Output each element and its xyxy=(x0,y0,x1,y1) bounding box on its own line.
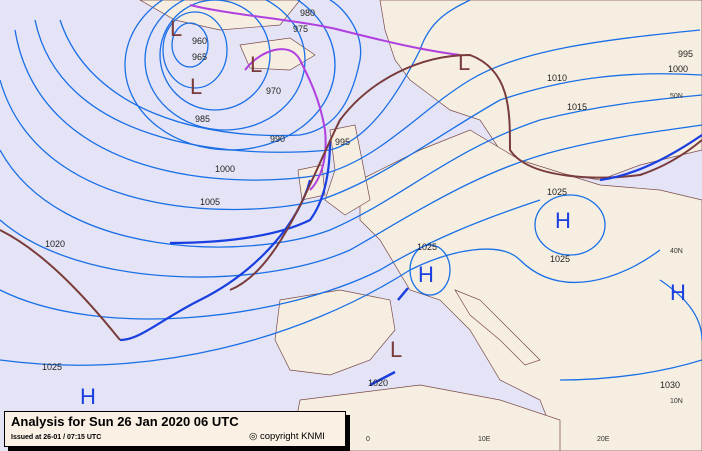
copyright: ◎ copyright KNMI xyxy=(249,431,325,442)
grid-labels: 50N 40N 10N 10E 20E 0 xyxy=(366,93,683,443)
svg-text:1020: 1020 xyxy=(45,239,65,249)
svg-text:1000: 1000 xyxy=(668,64,688,74)
svg-text:970: 970 xyxy=(266,86,281,96)
svg-text:1015: 1015 xyxy=(567,102,587,112)
cold-front xyxy=(369,287,409,387)
scandinavia xyxy=(379,0,702,181)
italy xyxy=(454,289,541,366)
iceland xyxy=(239,37,316,71)
low-center: L xyxy=(390,337,402,362)
svg-text:1025: 1025 xyxy=(550,254,570,264)
svg-text:990: 990 xyxy=(270,134,285,144)
issued-time: Issued at 26-01 / 07:15 UTC xyxy=(11,434,102,441)
svg-text:1025: 1025 xyxy=(547,187,567,197)
iberia xyxy=(274,289,396,376)
svg-text:10N: 10N xyxy=(670,398,683,405)
svg-text:965: 965 xyxy=(192,52,207,62)
occluded-front xyxy=(189,4,461,191)
svg-text:1000: 1000 xyxy=(215,164,235,174)
analysis-title: Analysis for Sun 26 Jan 2020 06 UTC xyxy=(11,414,239,429)
svg-text:1025: 1025 xyxy=(42,362,62,372)
high-center: H xyxy=(670,280,686,305)
low-center: L xyxy=(170,16,182,41)
low-center: L xyxy=(458,50,470,75)
isobar-labels: 960 965 970 975 980 985 990 995 1000 100… xyxy=(42,8,693,390)
svg-text:10E: 10E xyxy=(478,436,491,443)
cold-front xyxy=(169,139,332,245)
low-center: L xyxy=(250,52,262,77)
svg-text:995: 995 xyxy=(678,49,693,59)
svg-text:40N: 40N xyxy=(670,248,683,255)
svg-text:50N: 50N xyxy=(670,93,683,100)
svg-text:1005: 1005 xyxy=(200,197,220,207)
svg-text:1010: 1010 xyxy=(547,73,567,83)
high-center: H xyxy=(555,208,571,233)
fronts xyxy=(0,4,702,387)
high-center: H xyxy=(418,262,434,287)
isobars xyxy=(0,0,702,381)
svg-text:980: 980 xyxy=(300,8,315,18)
low-center: L xyxy=(190,74,202,99)
svg-text:1025: 1025 xyxy=(417,242,437,252)
svg-text:985: 985 xyxy=(195,114,210,124)
svg-text:960: 960 xyxy=(192,36,207,46)
svg-text:1030: 1030 xyxy=(660,380,680,390)
svg-text:1020: 1020 xyxy=(368,378,388,388)
caption-box: Analysis for Sun 26 Jan 2020 06 UTC Issu… xyxy=(4,411,346,447)
pressure-centers: L L L L H H H L H xyxy=(80,16,686,409)
copyright-icon: ◎ xyxy=(249,431,260,442)
north-africa xyxy=(289,384,561,451)
svg-text:995: 995 xyxy=(335,137,350,147)
svg-text:0: 0 xyxy=(366,436,370,443)
warm-front xyxy=(0,53,702,341)
svg-text:975: 975 xyxy=(293,24,308,34)
land xyxy=(139,0,702,451)
high-center: H xyxy=(80,384,96,409)
svg-text:20E: 20E xyxy=(597,436,610,443)
cold-front xyxy=(599,134,702,182)
continental-europe xyxy=(359,129,702,451)
